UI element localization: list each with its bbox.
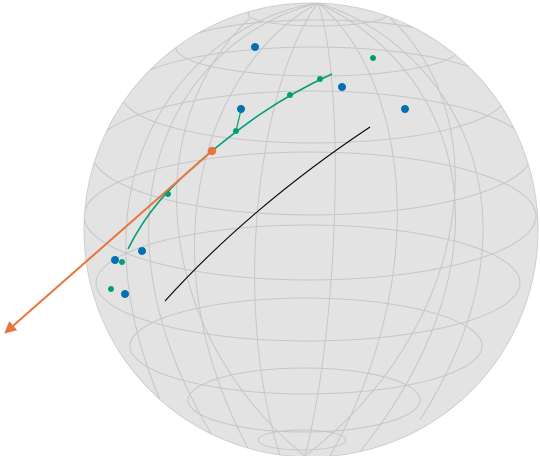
- teal-point: [233, 128, 239, 134]
- teal-point: [317, 76, 323, 82]
- latitude-line: [95, 224, 521, 342]
- teal-connector: [235, 109, 242, 132]
- teal-point: [165, 191, 171, 197]
- longitude-line: [176, 17, 306, 456]
- longitude-line: [148, 3, 319, 441]
- latitude-line: [84, 151, 537, 281]
- orange-vector-origin: [207, 146, 217, 156]
- blue-points: [111, 43, 409, 298]
- blue-point: [237, 105, 245, 113]
- latitude-line: [187, 367, 421, 433]
- orange-vector: [4, 150, 213, 334]
- sphere-grid: [84, 3, 537, 456]
- latitude-line: [257, 429, 347, 451]
- longitude-line: [317, 3, 484, 421]
- teal-point: [287, 92, 293, 98]
- teal-point: [108, 286, 114, 292]
- longitude-line: [125, 3, 319, 401]
- latitude-line: [129, 297, 483, 395]
- blue-point: [251, 43, 259, 51]
- blue-point: [138, 247, 146, 255]
- blue-point: [111, 256, 119, 264]
- longitude-line: [304, 3, 336, 456]
- black-curve: [164, 126, 371, 302]
- longitude-line: [304, 17, 456, 456]
- blue-point: [401, 105, 409, 113]
- longitude-line: [194, 3, 319, 453]
- sphere-surface: [83, 2, 539, 456]
- teal-points: [108, 55, 376, 292]
- longitude-line: [317, 3, 398, 456]
- blue-point: [121, 290, 129, 298]
- teal-point: [119, 259, 125, 265]
- blue-point: [338, 83, 346, 91]
- longitude-line: [317, 3, 456, 453]
- longitude-line: [254, 3, 319, 456]
- teal-point: [370, 55, 376, 61]
